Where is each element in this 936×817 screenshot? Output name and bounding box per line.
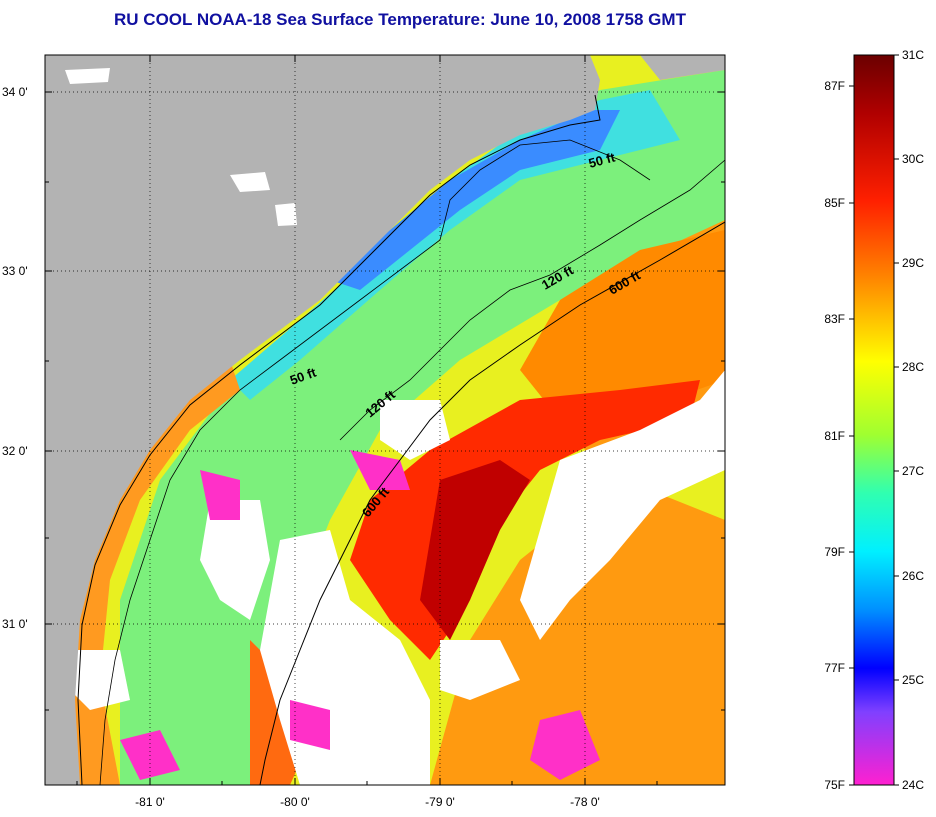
lat-label-33: 33 0' xyxy=(2,264,28,278)
cloud-cover-west xyxy=(200,500,270,620)
colorbar-f-81: 81F xyxy=(824,429,845,443)
inland-cloud xyxy=(65,68,110,84)
inland-cloud xyxy=(275,203,297,226)
colorbar-c-30: 30C xyxy=(902,152,924,166)
colorbar-f-79: 79F xyxy=(824,545,845,559)
colorbar: 31C 30C 29C 28C 27C 26C 25C 24C 87F 85F … xyxy=(824,48,924,792)
grid-lines xyxy=(45,55,725,785)
lat-label-32: 32 0' xyxy=(2,444,28,458)
colorbar-c-26: 26C xyxy=(902,569,924,583)
colorbar-gradient xyxy=(853,54,895,786)
lon-label-78: -78 0' xyxy=(570,795,600,809)
colorbar-f-83: 83F xyxy=(824,312,845,326)
colorbar-f-77: 77F xyxy=(824,661,845,675)
coastline xyxy=(77,94,601,785)
colorbar-c-31: 31C xyxy=(902,48,924,62)
cold-patch xyxy=(530,710,600,780)
cold-patch xyxy=(350,450,410,490)
gulf-stream-orange xyxy=(520,230,725,420)
nearshore-blue-band xyxy=(330,110,620,290)
colorbar-f-75: 75F xyxy=(824,778,845,792)
contour-120ft xyxy=(339,159,725,441)
cloud-cover-mid xyxy=(440,640,520,700)
colorbar-ticks xyxy=(849,54,899,786)
colorbar-c-25: 25C xyxy=(902,673,924,687)
cold-patch xyxy=(200,470,240,520)
inland-cloud xyxy=(230,172,270,192)
contour-50ft xyxy=(99,139,651,785)
map-title: RU COOL NOAA-18 Sea Surface Temperature:… xyxy=(114,10,686,29)
colorbar-f-87: 87F xyxy=(824,79,845,93)
colorbar-f-85: 85F xyxy=(824,196,845,210)
nearshore-cyan-band xyxy=(230,90,680,400)
lon-label-81: -81 0' xyxy=(135,795,165,809)
lat-label-34: 34 0' xyxy=(2,85,28,99)
contour-label-50ft-north: 50 ft xyxy=(587,149,617,171)
cold-patch xyxy=(290,700,330,750)
colorbar-c-24: 24C xyxy=(902,778,924,792)
land-area xyxy=(45,55,600,785)
gulf-stream-dark-core xyxy=(420,460,530,640)
colorbar-c-28: 28C xyxy=(902,360,924,374)
colorbar-c-27: 27C xyxy=(902,464,924,478)
colorbar-c-29: 29C xyxy=(902,256,924,270)
lat-label-31: 31 0' xyxy=(2,617,28,631)
map-frame xyxy=(44,54,726,786)
cloud-cover-sw xyxy=(70,650,130,710)
contour-600ft xyxy=(259,221,725,785)
cloud-cover-central xyxy=(380,400,450,460)
lon-label-80: -80 0' xyxy=(280,795,310,809)
land-area-ne xyxy=(640,55,725,80)
cloud-cover-east xyxy=(520,370,725,640)
map-image xyxy=(45,55,725,785)
lon-label-79: -79 0' xyxy=(425,795,455,809)
axis-ticks xyxy=(45,55,725,785)
